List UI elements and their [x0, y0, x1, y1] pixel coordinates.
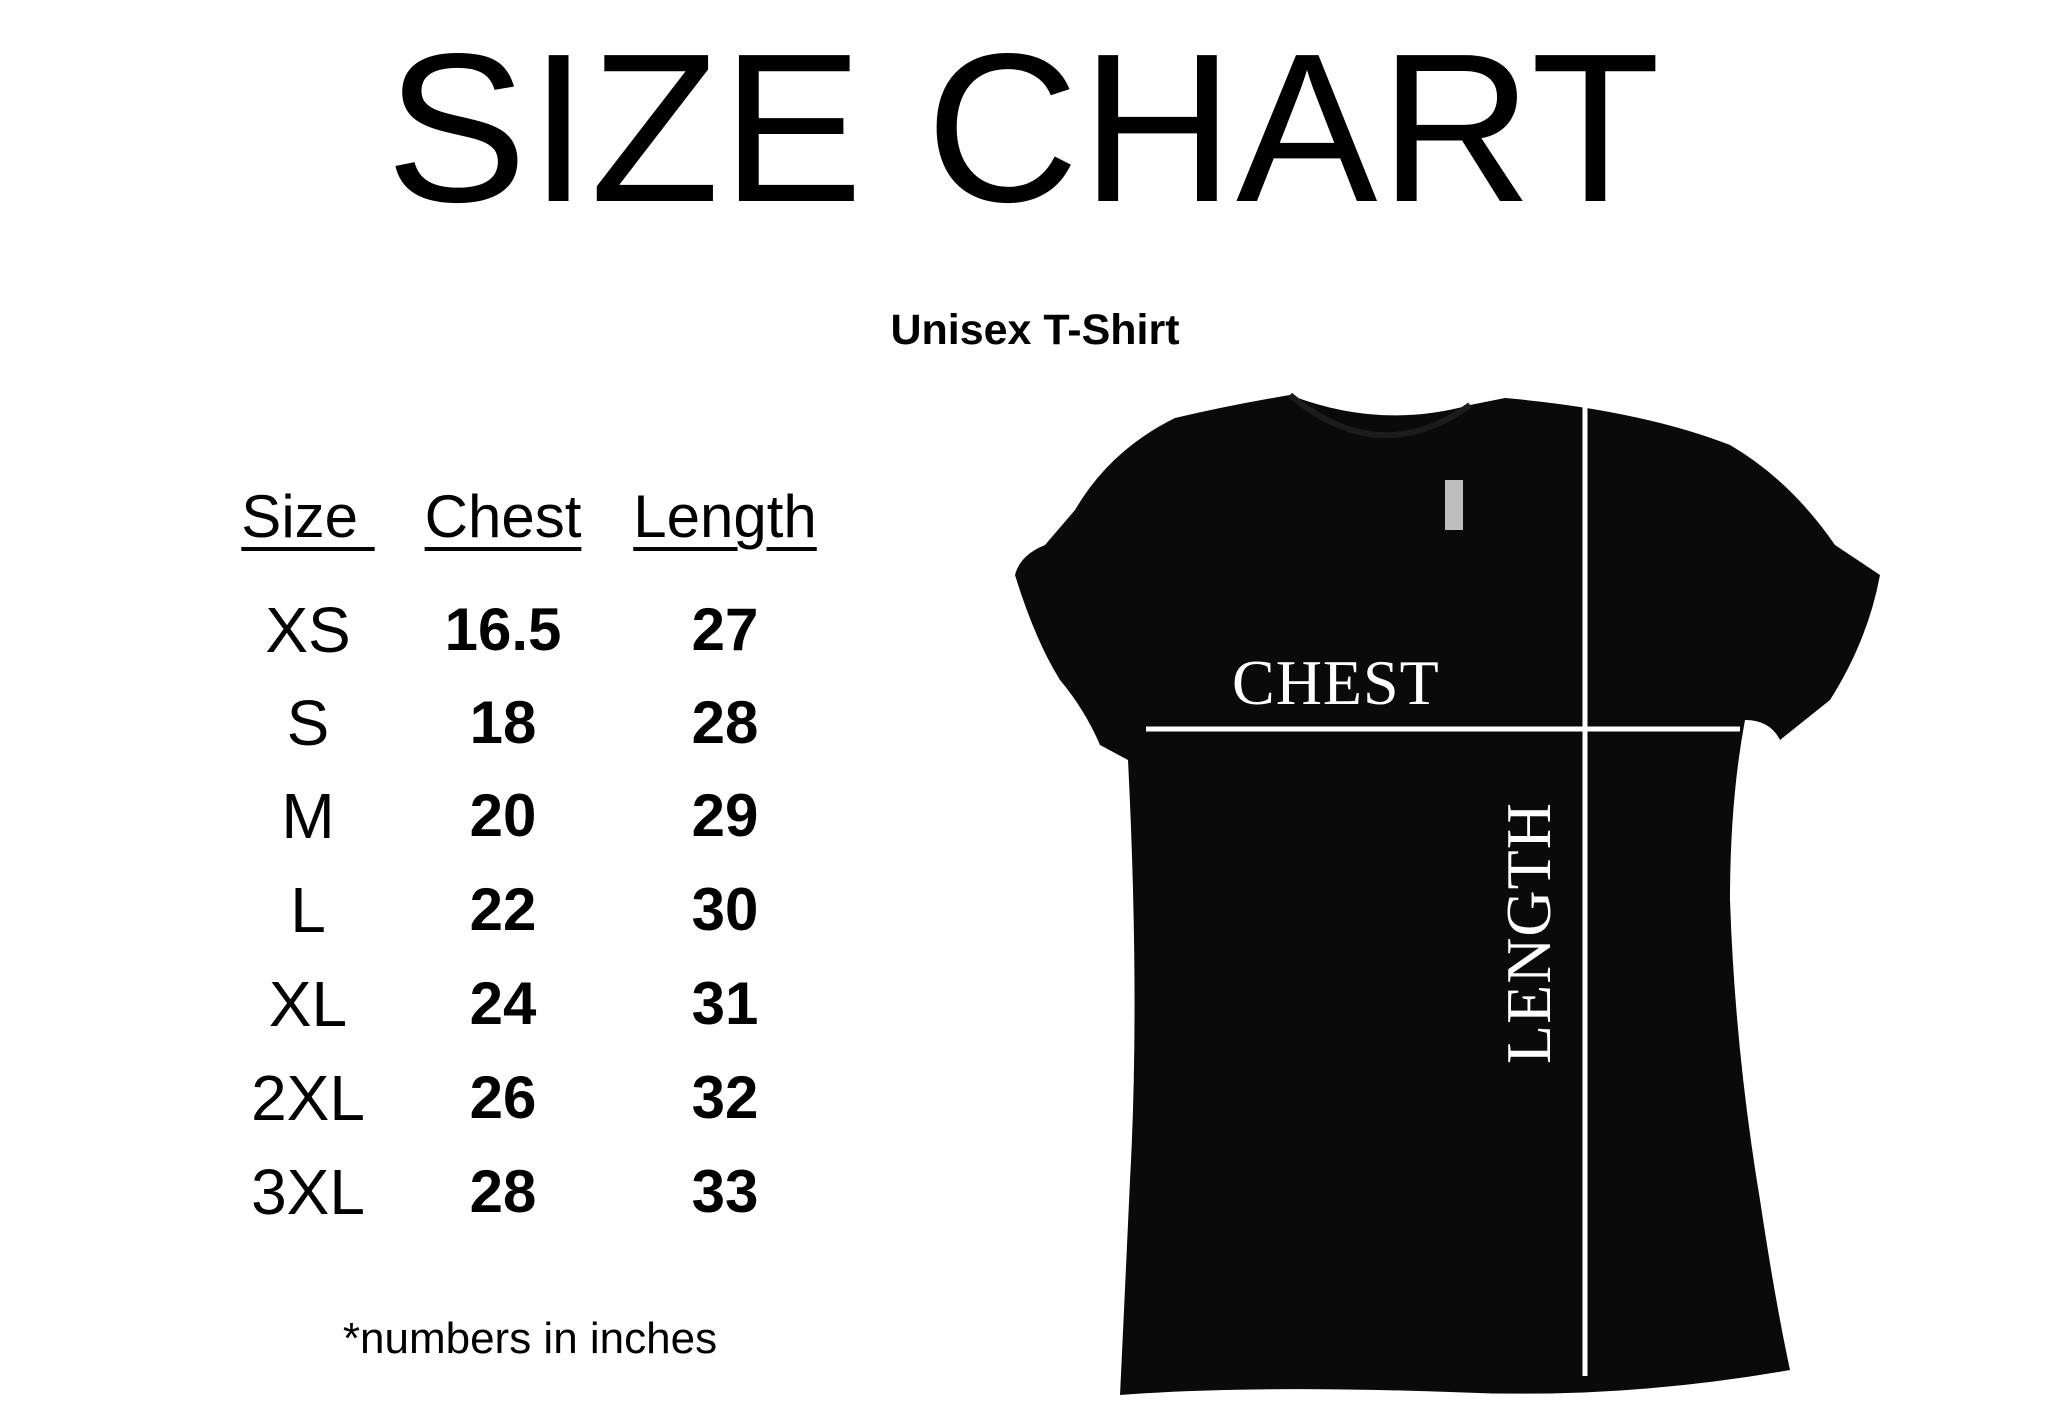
length-cell: 30: [691, 876, 759, 943]
product-subtitle: Unisex T-Shirt: [890, 306, 1180, 354]
length-label: LENGTH: [1493, 802, 1564, 1064]
size-cell: XS: [265, 594, 351, 666]
tshirt-tag: [1445, 480, 1463, 530]
header-size: Size: [178, 482, 438, 551]
chest-cell: 22: [469, 876, 537, 943]
size-cell: 2XL: [251, 1062, 365, 1134]
header-size-text: Size: [241, 483, 359, 550]
header-chest: Chest: [424, 483, 582, 550]
length-cell: 32: [691, 1064, 759, 1131]
chest-cell: 24: [469, 970, 537, 1037]
size-cell: XL: [268, 968, 348, 1040]
chest-cell: 20: [469, 782, 537, 849]
chest-cell: 28: [469, 1158, 537, 1225]
length-cell: 33: [691, 1158, 759, 1225]
tshirt-shape: [1015, 395, 1880, 1395]
header-length: Length: [633, 483, 817, 550]
footnote: *numbers in inches: [342, 1314, 718, 1363]
length-cell: 28: [691, 689, 759, 756]
size-cell: L: [290, 874, 326, 946]
page-title: SIZE CHART: [385, 9, 1663, 246]
tshirt-collar: [1288, 392, 1472, 439]
chest-cell: 16.5: [444, 596, 562, 663]
size-cell: M: [281, 780, 335, 852]
size-cell: 3XL: [251, 1156, 365, 1228]
length-cell: 29: [691, 782, 759, 849]
chest-cell: 26: [469, 1064, 537, 1131]
size-cell: S: [286, 687, 330, 759]
chest-cell: 18: [469, 689, 537, 756]
length-cell: 27: [691, 596, 759, 663]
length-cell: 31: [691, 970, 759, 1037]
chest-label: CHEST: [1232, 647, 1440, 718]
